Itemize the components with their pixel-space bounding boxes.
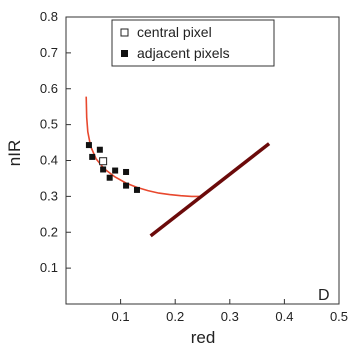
dark-red-line [149, 142, 271, 238]
y-tick-label: 0.5 [40, 117, 58, 132]
x-tick-label: 0.4 [275, 309, 293, 324]
y-tick-label: 0.7 [40, 45, 58, 60]
y-tick-label: 0.4 [40, 153, 58, 168]
adjacent-pixel-point [123, 182, 130, 189]
adjacent-pixel-point [133, 186, 140, 193]
x-tick-label: 0.2 [166, 309, 184, 324]
legend-marker-central-pixel [120, 28, 129, 37]
x-tick-label: 0.3 [221, 309, 239, 324]
adjacent-pixel-point [106, 174, 113, 181]
adjacent-pixel-point [89, 153, 96, 160]
curves [85, 96, 271, 238]
legend-marker-adjacent-pixels [121, 50, 128, 57]
adjacent-pixel-point [96, 146, 103, 153]
y-axis-ticks: 0.1 0.2 0.3 0.4 0.5 0.6 0.7 0.8 [40, 9, 71, 275]
x-tick-label: 0.5 [330, 309, 348, 324]
y-tick-label: 0.6 [40, 81, 58, 96]
data-points [85, 142, 140, 193]
x-axis-label: red [191, 328, 216, 347]
adjacent-pixel-point [123, 168, 130, 175]
y-axis-label: nIR [5, 140, 24, 166]
y-tick-label: 0.3 [40, 188, 58, 203]
adjacent-pixel-point [100, 166, 107, 173]
y-tick-label: 0.2 [40, 224, 58, 239]
red-curve [85, 96, 200, 198]
y-tick-label: 0.1 [40, 260, 58, 275]
y-tick-label: 0.8 [40, 9, 58, 24]
x-tick-label: 0.1 [112, 309, 130, 324]
central-pixel-point [99, 157, 108, 166]
adjacent-pixel-point [85, 142, 92, 149]
legend: central pixel adjacent pixels [111, 19, 275, 67]
legend-box [111, 19, 275, 67]
legend-label-adjacent-pixels: adjacent pixels [137, 45, 230, 61]
legend-label-central-pixel: central pixel [137, 24, 212, 40]
x-axis-ticks: 0.1 0.2 0.3 0.4 0.5 [112, 299, 348, 324]
adjacent-pixel-point [112, 167, 119, 174]
panel-label: D [318, 287, 330, 304]
